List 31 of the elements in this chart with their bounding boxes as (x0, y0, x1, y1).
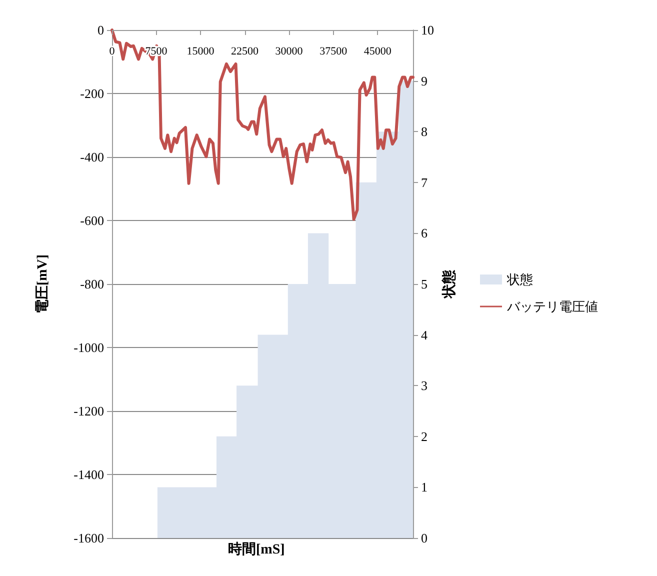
y2-tick-label: 10 (421, 22, 434, 38)
y2-tick-label: 2 (421, 428, 428, 444)
y-tick-label: 0 (98, 22, 104, 38)
x-tick-label: 15000 (186, 46, 215, 58)
x-tick-label: 22500 (231, 46, 260, 58)
y-tick-label: -1400 (74, 467, 104, 482)
y-tick-label: -1000 (74, 340, 104, 355)
y-tick-label: -200 (80, 86, 104, 101)
y2-tick-label: 7 (421, 174, 428, 190)
y2-tick-label: 4 (421, 327, 428, 342)
y-tick-label: -1600 (74, 530, 104, 546)
y2-tick-label: 9 (421, 73, 428, 88)
y2-tick-label: 5 (421, 276, 428, 292)
legend-label: バッテリ電圧値 (506, 299, 598, 314)
x-tick-label: 37500 (320, 46, 348, 58)
x-tick-label: 30000 (275, 46, 304, 58)
legend-label: 状態 (506, 272, 533, 287)
y-tick-label: -800 (80, 276, 104, 292)
y2-tick-label: 1 (421, 480, 428, 495)
y-axis-title: 電圧[mV] (34, 254, 50, 314)
x-tick-label: 45000 (364, 46, 392, 58)
y2-tick-label: 8 (421, 124, 428, 140)
y-tick-label: -600 (80, 213, 104, 228)
x-axis-title: 時間[mS] (228, 542, 285, 558)
y-tick-label: -1200 (74, 404, 104, 418)
y2-axis-title: 状態 (440, 269, 458, 299)
x-tick-label: 0 (109, 46, 116, 58)
y2-tick-label: 0 (421, 530, 428, 546)
y2-tick-label: 3 (421, 378, 428, 394)
y-tick-label: -400 (80, 150, 104, 164)
y2-tick-label: 6 (421, 226, 428, 241)
